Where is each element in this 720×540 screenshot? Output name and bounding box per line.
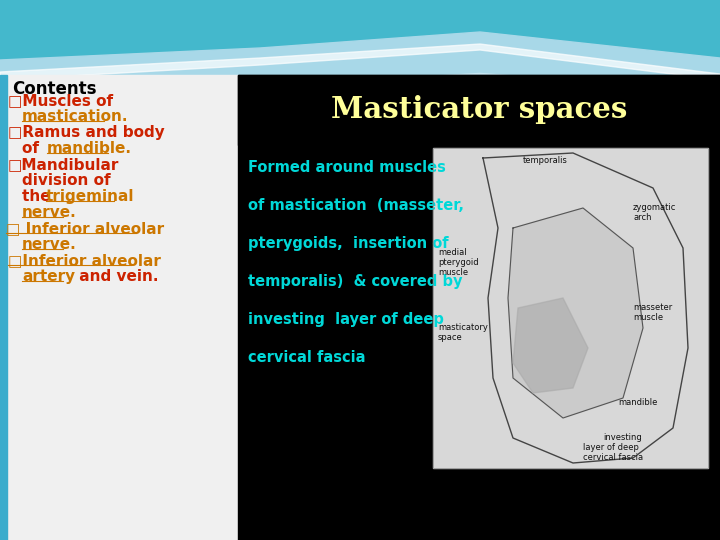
Text: medial: medial xyxy=(438,248,467,257)
Bar xyxy=(0,75,238,540)
Text: nerve.: nerve. xyxy=(22,237,77,252)
Text: of mastication  (masseter,: of mastication (masseter, xyxy=(248,198,464,213)
Text: artery: artery xyxy=(22,269,75,284)
Text: space: space xyxy=(438,333,463,342)
Text: nerve.: nerve. xyxy=(22,205,77,220)
Text: cervical fascia: cervical fascia xyxy=(248,350,366,365)
Text: Masticator spaces: Masticator spaces xyxy=(330,96,627,125)
Text: pterygoid: pterygoid xyxy=(438,258,479,267)
Text: Contents: Contents xyxy=(12,80,96,98)
Text: division of: division of xyxy=(22,173,111,188)
Polygon shape xyxy=(0,32,720,105)
Text: arch: arch xyxy=(633,213,652,222)
Text: mandible: mandible xyxy=(618,398,657,407)
Text: □Ramus and body: □Ramus and body xyxy=(8,125,165,140)
Polygon shape xyxy=(508,208,643,418)
Bar xyxy=(238,75,720,540)
Text: masseter: masseter xyxy=(633,303,672,312)
Text: the: the xyxy=(22,189,56,204)
Text: mastication.: mastication. xyxy=(22,109,128,124)
Bar xyxy=(433,148,708,468)
Text: masticatory: masticatory xyxy=(438,323,488,332)
Text: □Mandibular: □Mandibular xyxy=(8,157,120,172)
Text: pterygoids,  insertion of: pterygoids, insertion of xyxy=(248,236,449,251)
Text: muscle: muscle xyxy=(438,268,468,277)
Text: cervical fascia: cervical fascia xyxy=(583,453,643,462)
Text: of: of xyxy=(22,141,44,156)
Bar xyxy=(0,75,7,540)
Text: zygomatic: zygomatic xyxy=(633,203,676,212)
Text: muscle: muscle xyxy=(633,313,663,322)
Text: □Inferior alveolar: □Inferior alveolar xyxy=(8,253,161,268)
Text: temporalis: temporalis xyxy=(523,156,568,165)
Text: and vein.: and vein. xyxy=(74,269,158,284)
Text: investing  layer of deep: investing layer of deep xyxy=(248,312,444,327)
Text: □Muscles of: □Muscles of xyxy=(8,93,113,108)
Bar xyxy=(238,75,720,145)
Polygon shape xyxy=(513,298,588,393)
Text: Formed around muscles: Formed around muscles xyxy=(248,160,446,175)
Text: layer of deep: layer of deep xyxy=(583,443,639,452)
Text: □ Inferior alveolar: □ Inferior alveolar xyxy=(6,221,164,236)
Text: mandible.: mandible. xyxy=(47,141,132,156)
Polygon shape xyxy=(0,44,720,80)
Bar xyxy=(433,148,708,468)
Text: trigeminal: trigeminal xyxy=(46,189,135,204)
Polygon shape xyxy=(0,0,720,75)
Text: investing: investing xyxy=(603,433,642,442)
Text: temporalis)  & covered by: temporalis) & covered by xyxy=(248,274,462,289)
